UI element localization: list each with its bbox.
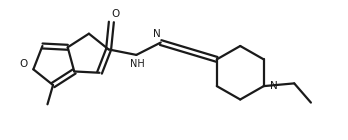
Text: N: N (270, 81, 277, 91)
Text: NH: NH (130, 59, 145, 69)
Text: N: N (153, 29, 160, 39)
Text: O: O (19, 59, 28, 69)
Text: O: O (111, 9, 120, 19)
